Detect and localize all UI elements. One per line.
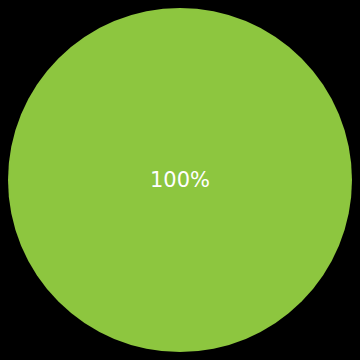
data-labels: 100% [150,168,210,192]
pie-slice [8,8,352,352]
data-label: 100% [150,168,210,192]
chart-svg: 100% [0,0,360,360]
chart-container: 100% [0,0,360,360]
slices [8,8,352,352]
